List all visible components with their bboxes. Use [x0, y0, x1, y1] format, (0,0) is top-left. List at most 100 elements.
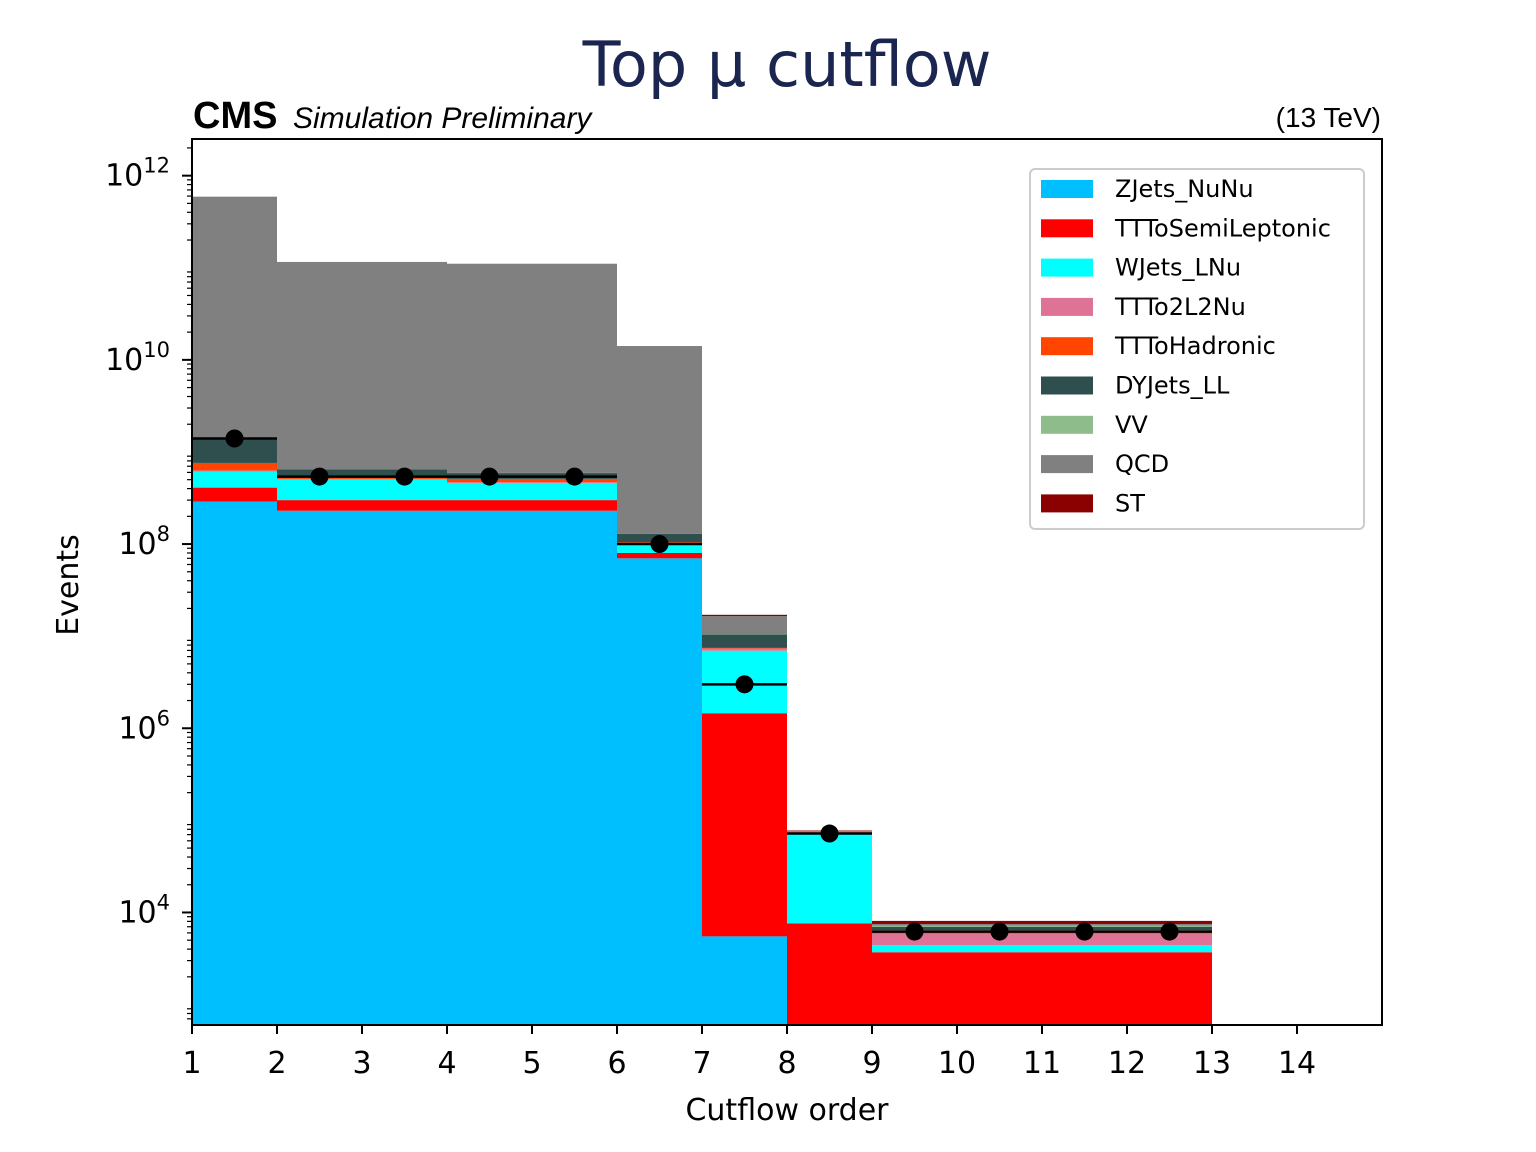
legend-label: TTTo2L2Nu — [1114, 293, 1246, 321]
bar-segment — [532, 483, 617, 501]
data-point — [990, 922, 1009, 941]
legend-label: ST — [1115, 489, 1145, 517]
bar-segment — [362, 479, 447, 501]
x-tick-label: 12 — [1108, 1046, 1146, 1081]
y-tick-exponent: 6 — [157, 706, 170, 730]
data-point — [820, 824, 839, 843]
legend-box — [1029, 168, 1365, 530]
legend-label: WJets_LNu — [1115, 254, 1241, 282]
bar-segment — [277, 500, 362, 511]
x-tick-label: 5 — [522, 1046, 541, 1081]
bar-segment — [617, 552, 702, 559]
x-tick-label: 10 — [938, 1046, 976, 1081]
bar-segment — [532, 510, 617, 1026]
bar-segment — [192, 462, 277, 471]
x-tick-label: 8 — [777, 1046, 796, 1081]
bar-segment — [277, 261, 362, 470]
y-tick-exponent: 10 — [143, 338, 170, 362]
legend-swatch — [1041, 415, 1093, 434]
bar-segment — [532, 500, 617, 511]
legend-label: ZJets_NuNu — [1115, 175, 1254, 203]
legend-swatch — [1041, 494, 1093, 513]
legend-swatch — [1041, 337, 1093, 356]
data-point — [905, 922, 924, 941]
chart-title: Top μ cutflow — [582, 28, 992, 101]
bar-segment — [192, 501, 277, 1025]
bar-segment — [617, 346, 702, 534]
bar-segment — [1127, 952, 1212, 1025]
x-tick-label: 7 — [692, 1046, 711, 1081]
bar-segment — [192, 487, 277, 502]
bar-segment — [362, 261, 447, 470]
bar-segment — [532, 263, 617, 473]
bar-segment — [1127, 920, 1212, 924]
bar-segment — [447, 500, 532, 511]
bar-segment — [872, 920, 957, 924]
data-point — [310, 467, 329, 486]
data-point — [565, 467, 584, 486]
bar-segment — [702, 614, 787, 616]
bar-segment — [192, 196, 277, 439]
bar-segment — [447, 263, 532, 473]
legend-label: TTToHadronic — [1114, 332, 1276, 360]
bar-segment — [787, 833, 872, 924]
legend-swatch — [1041, 297, 1093, 316]
data-point — [1075, 922, 1094, 941]
y-tick-exponent: 12 — [143, 154, 170, 178]
bar-segment — [447, 483, 532, 501]
y-tick-exponent: 8 — [157, 522, 170, 546]
x-axis-ticks: 1 2 3 4 5 6 7 8 9 10 11 12 13 14 — [182, 1025, 1316, 1081]
legend-swatch — [1041, 180, 1093, 198]
bar-segment — [872, 945, 957, 953]
x-tick-label: 14 — [1278, 1046, 1316, 1081]
bar-segment — [957, 945, 1042, 953]
bar-segment — [192, 470, 277, 472]
bar-segment — [1042, 920, 1127, 924]
legend-swatch — [1041, 219, 1093, 238]
bar-segment — [702, 615, 787, 634]
x-tick-label: 6 — [607, 1046, 626, 1081]
bar-segment — [362, 500, 447, 511]
x-tick-label: 11 — [1023, 1046, 1061, 1081]
experiment-sublabel: Simulation Preliminary — [293, 102, 593, 135]
y-tick-label: 106 — [118, 706, 170, 746]
bar-segment — [702, 713, 787, 937]
legend: ZJets_NuNu TTToSemiLeptonic WJets_LNu TTTo2… — [1029, 168, 1365, 530]
data-point — [480, 467, 499, 486]
bar-segment — [617, 558, 702, 1025]
energy-label: (13 TeV) — [1276, 102, 1381, 133]
x-tick-label: 4 — [437, 1046, 456, 1081]
data-point — [1160, 922, 1179, 941]
y-axis-label: Events — [51, 534, 86, 636]
experiment-label: CMS — [193, 95, 277, 137]
bar-segment — [277, 479, 362, 501]
legend-label: DYJets_LL — [1115, 372, 1230, 400]
x-tick-label: 3 — [352, 1046, 371, 1081]
bar-segment — [957, 920, 1042, 924]
data-points — [192, 429, 1212, 941]
bar-segment — [872, 952, 957, 1025]
y-tick-label: 1012 — [105, 154, 170, 194]
legend-label: VV — [1115, 411, 1148, 439]
bar-segment — [1042, 945, 1127, 953]
bar-segment — [787, 923, 872, 1025]
stacked-bars — [192, 196, 1212, 1026]
y-tick-label: 104 — [118, 890, 170, 930]
bar-segment — [702, 936, 787, 1025]
bar-segment — [1127, 945, 1212, 953]
data-point — [735, 675, 754, 694]
data-point — [395, 467, 414, 486]
y-tick-label: 1010 — [105, 338, 170, 378]
x-tick-label: 13 — [1193, 1046, 1231, 1081]
bar-segment — [362, 510, 447, 1026]
x-tick-label: 9 — [862, 1046, 881, 1081]
x-tick-label: 2 — [267, 1046, 286, 1081]
data-point — [225, 429, 244, 448]
bar-segment — [702, 647, 787, 649]
data-point — [650, 535, 669, 554]
bar-segment — [702, 648, 787, 651]
x-axis-label: Cutflow order — [685, 1093, 889, 1128]
legend-swatch — [1041, 455, 1093, 474]
bar-segment — [447, 510, 532, 1026]
